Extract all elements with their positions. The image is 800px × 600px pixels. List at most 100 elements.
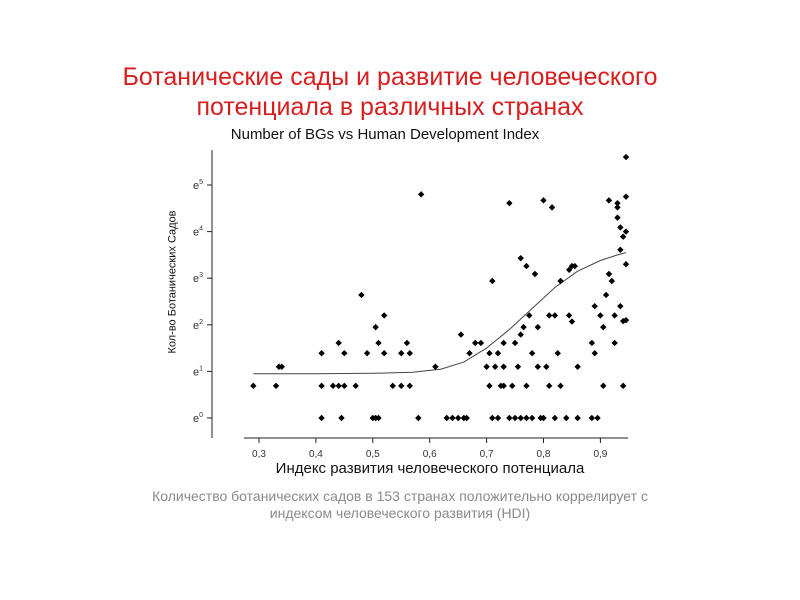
data-point [250, 382, 257, 390]
data-point [477, 339, 485, 347]
data-point [472, 339, 479, 347]
data-point [389, 382, 396, 390]
data-point [398, 382, 405, 390]
caption-line2: индексом человеческого развития (HDI) [269, 505, 531, 521]
y-tick-label: e4 [193, 226, 203, 239]
data-point [398, 350, 405, 357]
data-point [534, 323, 542, 331]
data-point [406, 382, 413, 390]
y-tick-label: e2 [193, 319, 203, 332]
data-point [500, 363, 507, 370]
data-point [540, 414, 547, 422]
data-point [335, 382, 342, 390]
slide-title-line1: Ботанические сады и развитие человеческо… [122, 63, 658, 91]
data-point [545, 312, 553, 319]
data-point [494, 414, 502, 422]
data-point [551, 312, 559, 319]
data-point [500, 382, 507, 390]
data-point [531, 270, 539, 278]
data-point [466, 350, 473, 357]
data-point [526, 312, 533, 319]
data-point [622, 261, 630, 268]
x-tick-label: 0,9 [593, 449, 607, 460]
data-point [511, 339, 519, 347]
x-tick-label: 0,4 [309, 449, 323, 460]
data-point [457, 331, 465, 338]
data-point [622, 153, 630, 161]
data-point [619, 317, 627, 325]
data-point [375, 414, 382, 422]
data-point [489, 277, 496, 285]
data-point [335, 339, 342, 347]
data-point [543, 363, 550, 370]
y-axis-label: Кол-во Ботанических Садов [166, 210, 179, 354]
data-point [602, 291, 610, 299]
x-axis-label: Индекс развития человеческого потенциала [275, 460, 585, 477]
data-point [380, 350, 388, 357]
y-tick-label: e1 [193, 365, 203, 378]
data-point [557, 277, 564, 285]
data-point [557, 382, 564, 390]
caption-line1: Количество ботанических садов в 153 стра… [152, 488, 648, 504]
data-point [506, 199, 513, 207]
data-point [517, 414, 524, 422]
slide-title-line2: потенциала в различных странах [196, 93, 584, 121]
x-tick-label: 0,8 [537, 449, 551, 460]
data-point [554, 350, 561, 357]
data-point [622, 316, 630, 324]
data-point [486, 382, 493, 390]
data-point [523, 414, 530, 422]
data-point [375, 339, 382, 347]
data-point [415, 414, 422, 422]
data-point [278, 363, 285, 370]
data-point [380, 312, 388, 319]
data-point [597, 312, 604, 319]
data-point [600, 323, 607, 331]
data-point [341, 350, 348, 357]
data-point [318, 350, 325, 357]
data-point [417, 191, 425, 198]
data-point [449, 414, 456, 422]
data-point [523, 382, 530, 390]
data-point [517, 254, 524, 262]
data-point [363, 350, 371, 357]
data-point [540, 197, 547, 204]
data-point [617, 302, 624, 310]
trend-line [253, 252, 627, 375]
data-point [318, 382, 325, 390]
data-point [617, 246, 624, 253]
data-point [329, 382, 337, 390]
data-point [511, 414, 519, 422]
data-point [591, 350, 598, 357]
data-point [486, 350, 493, 357]
data-point [432, 363, 439, 370]
chart-title: Number of BGs vs Human Development Index [230, 126, 540, 143]
data-point [614, 204, 621, 211]
data-point [534, 363, 542, 370]
data-point [608, 277, 615, 285]
data-point [548, 204, 556, 211]
data-point [574, 363, 581, 370]
data-point [545, 382, 553, 390]
data-point [571, 262, 578, 270]
y-tick-label: e5 [193, 179, 203, 192]
data-point [594, 414, 601, 422]
data-point [565, 312, 573, 319]
data-point [622, 228, 630, 235]
x-tick-label: 0,7 [480, 449, 494, 460]
data-point [372, 323, 379, 331]
data-point [588, 339, 596, 347]
data-point [506, 414, 513, 422]
caption: Количество ботанических садов в 153 стра… [0, 488, 800, 522]
data-point [406, 350, 413, 357]
slide-title: Ботанические сады и развитие человеческо… [0, 62, 780, 122]
data-point [619, 233, 627, 240]
data-point [520, 323, 527, 331]
x-tick-label: 0,6 [423, 449, 437, 460]
data-point [611, 339, 618, 347]
data-point [619, 382, 627, 390]
data-point [614, 214, 621, 221]
data-point [463, 414, 470, 422]
data-point [523, 262, 530, 270]
